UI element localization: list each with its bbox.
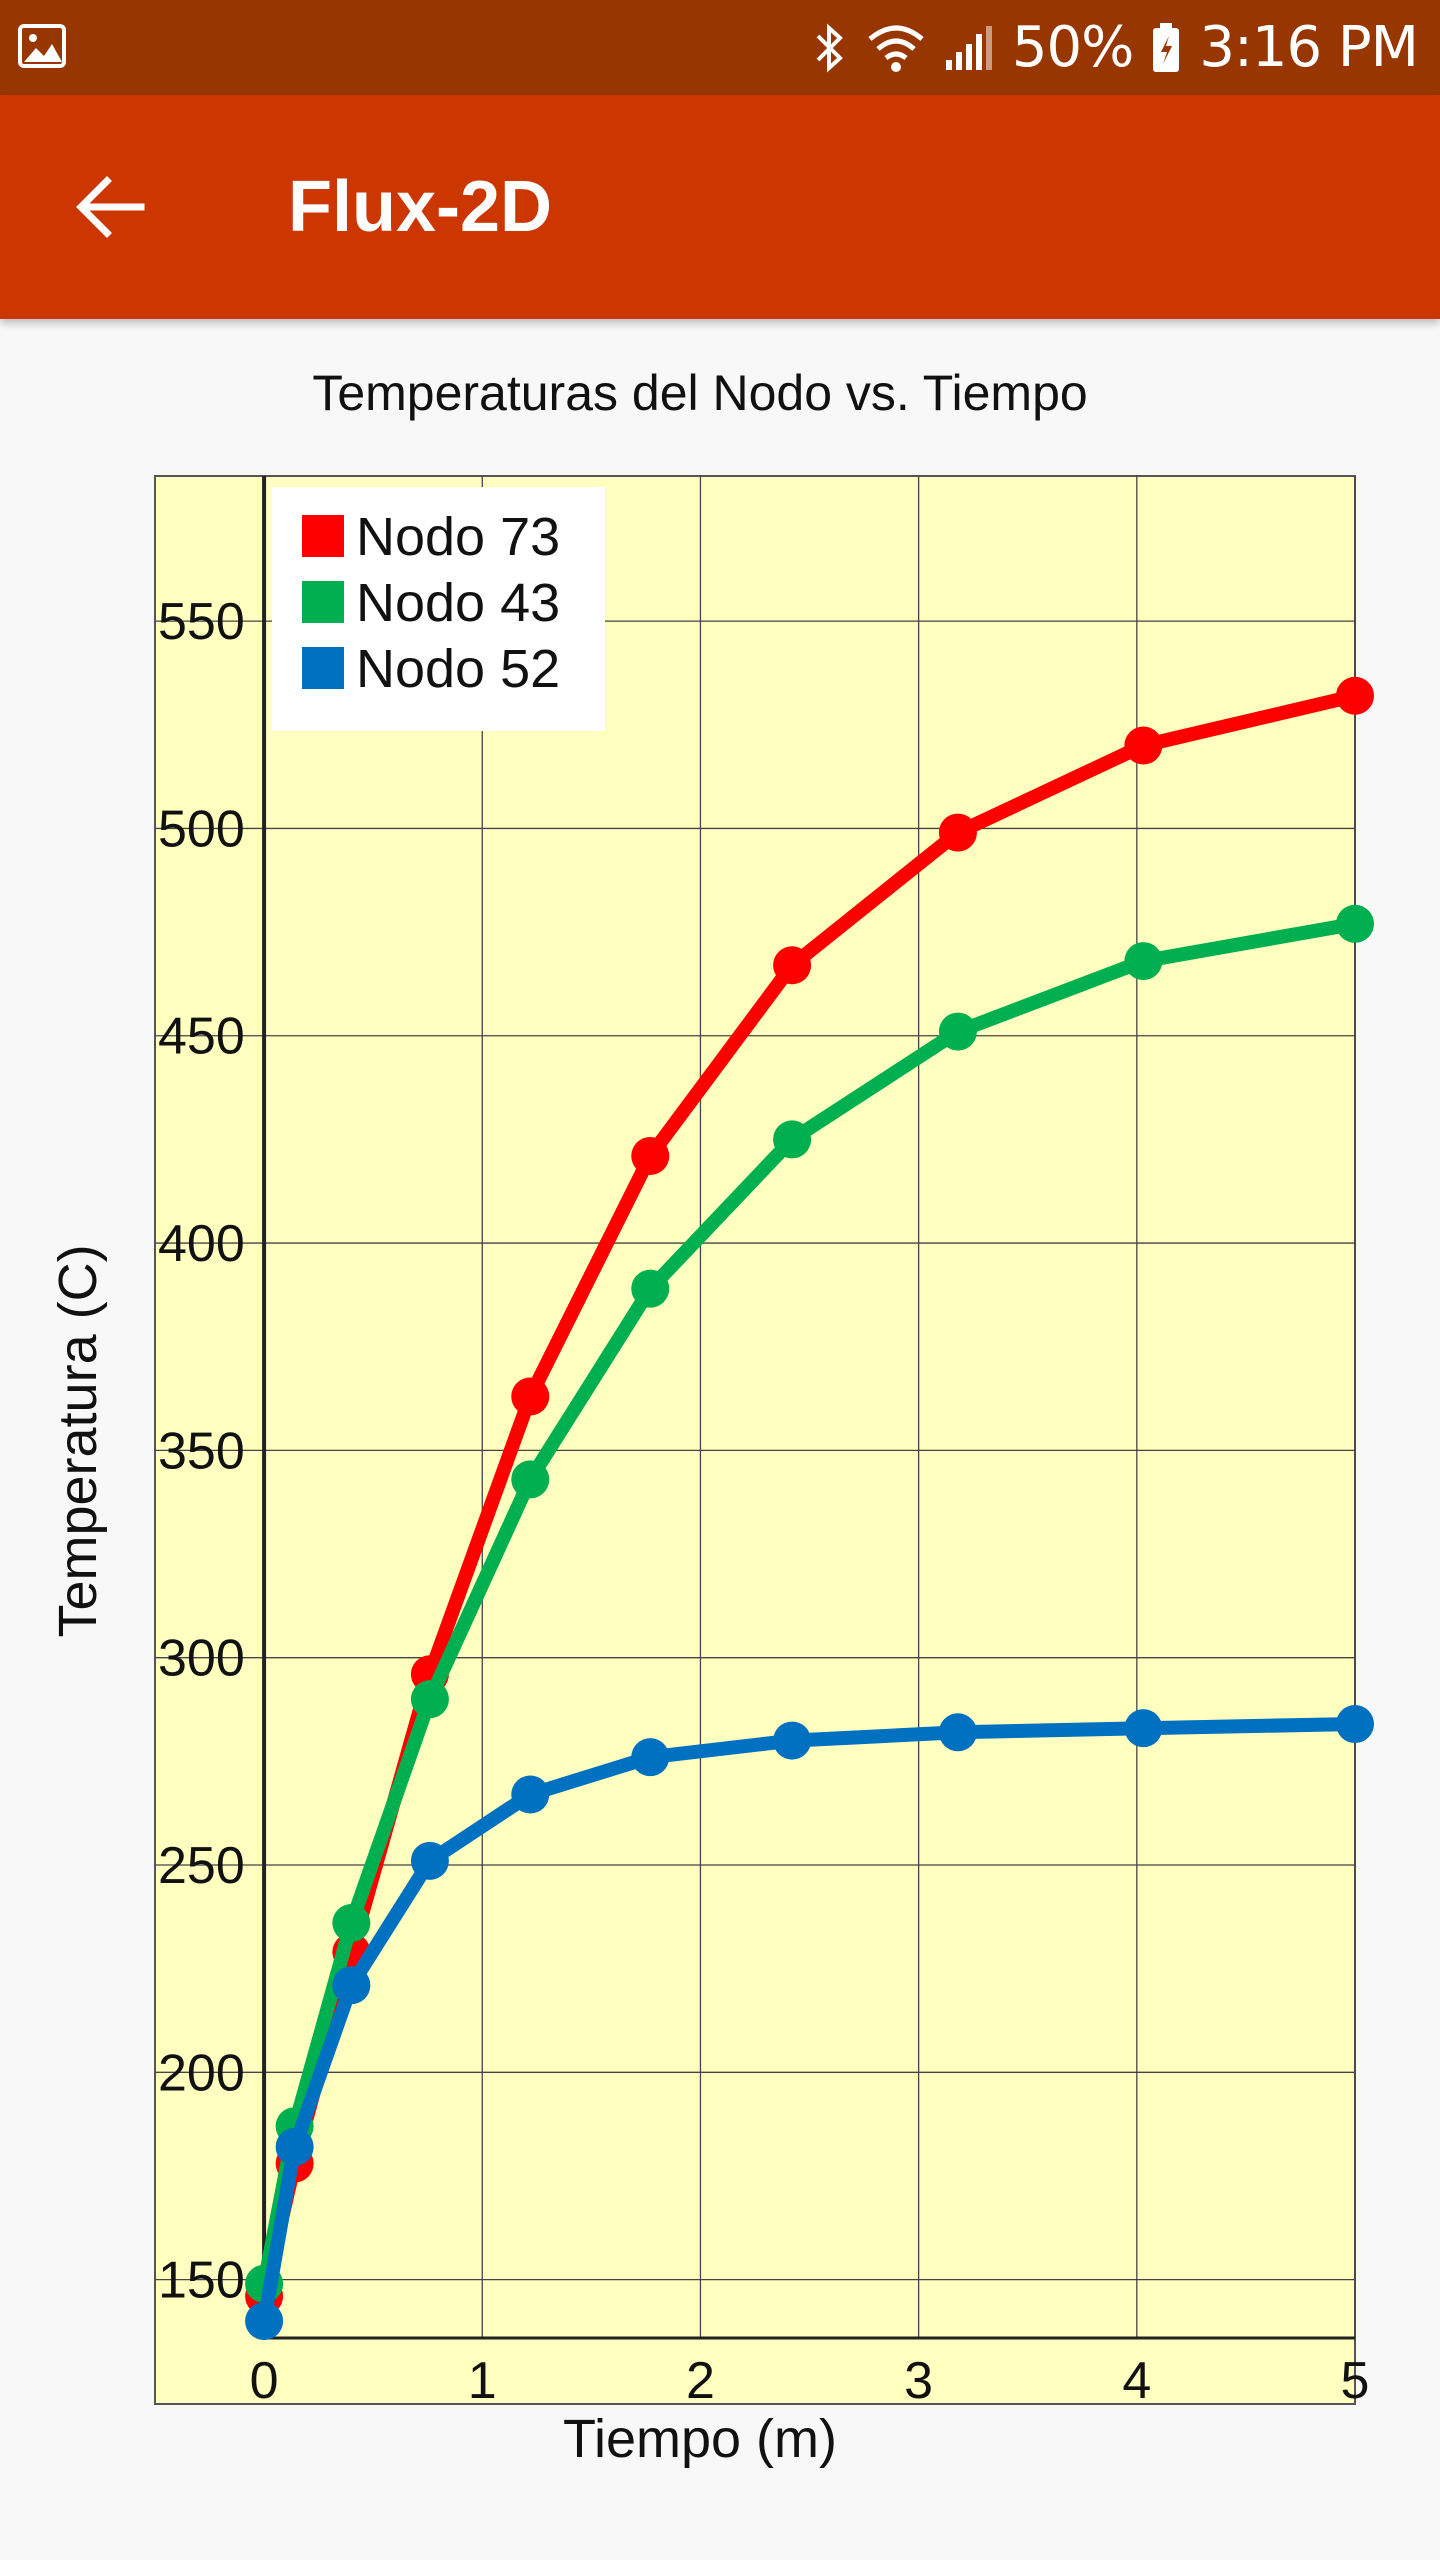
series-line: [257, 916, 1362, 2291]
data-point: [631, 1269, 670, 1308]
data-point: [332, 1904, 371, 1943]
data-point: [631, 1738, 670, 1777]
data-point: [1124, 942, 1163, 981]
data-point: [773, 946, 812, 985]
battery-icon: [1153, 22, 1180, 72]
data-point: [1336, 676, 1374, 715]
data-point: [631, 1136, 670, 1175]
x-tick-label: 5: [1341, 2352, 1370, 2410]
y-tick-label: 350: [158, 1422, 245, 1480]
y-axis-label: Temperatura (C): [48, 1244, 108, 1637]
plot-area: [154, 475, 1356, 2405]
x-axis-label: Tiempo (m): [563, 2409, 837, 2469]
data-point: [1124, 726, 1163, 765]
y-tick-label: 250: [158, 1837, 245, 1895]
data-point: [410, 1841, 449, 1880]
arrow-back-icon: [76, 176, 145, 238]
data-point: [245, 2302, 284, 2341]
app-title: Flux-2D: [288, 167, 553, 247]
data-point: [938, 1012, 977, 1051]
data-point: [511, 1775, 550, 1814]
chart: Temperaturas del Nodo vs. Tiempo 0 1 2 3 4 5 1…: [48, 365, 1374, 2469]
series-layer: [245, 676, 1374, 2341]
x-tick-label: 3: [904, 2352, 933, 2410]
wifi-icon: [868, 25, 924, 72]
y-tick-label: 550: [158, 593, 245, 651]
data-point: [275, 2127, 314, 2166]
battery-percent: 50%: [1011, 15, 1134, 80]
bluetooth-icon: [816, 22, 843, 73]
legend-swatch: [302, 647, 344, 689]
data-point: [511, 1377, 550, 1416]
data-point: [410, 1680, 449, 1719]
y-tick-label: 400: [158, 1215, 245, 1273]
y-tick-label: 500: [158, 800, 245, 858]
data-point: [1336, 1705, 1374, 1744]
series-line: [257, 1717, 1362, 2329]
back-button[interactable]: [60, 157, 160, 257]
series-3: [245, 1705, 1374, 2341]
y-tick-label: 200: [158, 2044, 245, 2102]
data-point: [773, 1721, 812, 1760]
legend-label: Nodo 52: [356, 639, 560, 699]
app-bar: Flux-2D: [0, 95, 1440, 319]
legend-swatch: [302, 581, 344, 623]
data-point: [938, 1713, 977, 1752]
clock: 3:16 PM: [1199, 15, 1419, 80]
x-tick-label: 2: [686, 2352, 715, 2410]
x-tick-label: 4: [1122, 2352, 1151, 2410]
data-point: [1124, 1709, 1163, 1748]
axes: 0 1 2 3 4 5 150 200 250 300 350 400 450 500 550: [158, 476, 1369, 2410]
data-point: [511, 1460, 550, 1499]
data-point: [938, 813, 977, 852]
gallery-icon: [18, 24, 66, 68]
x-tick-label: 0: [250, 2352, 279, 2410]
data-point: [1336, 904, 1374, 943]
legend-label: Nodo 73: [356, 507, 560, 567]
data-point: [332, 1966, 371, 2005]
grid: [155, 476, 1356, 2338]
chart-title: Temperaturas del Nodo vs. Tiempo: [312, 365, 1087, 421]
legend-label: Nodo 43: [356, 573, 560, 633]
data-point: [773, 1120, 812, 1159]
y-tick-label: 450: [158, 1008, 245, 1066]
signal-icon: [945, 25, 992, 70]
status-bar: 50% 3:16 PM: [0, 0, 1440, 95]
y-tick-label: 300: [158, 1630, 245, 1688]
x-tick-label: 1: [468, 2352, 497, 2410]
y-tick-label: 150: [158, 2252, 245, 2310]
legend-swatch: [302, 515, 344, 557]
